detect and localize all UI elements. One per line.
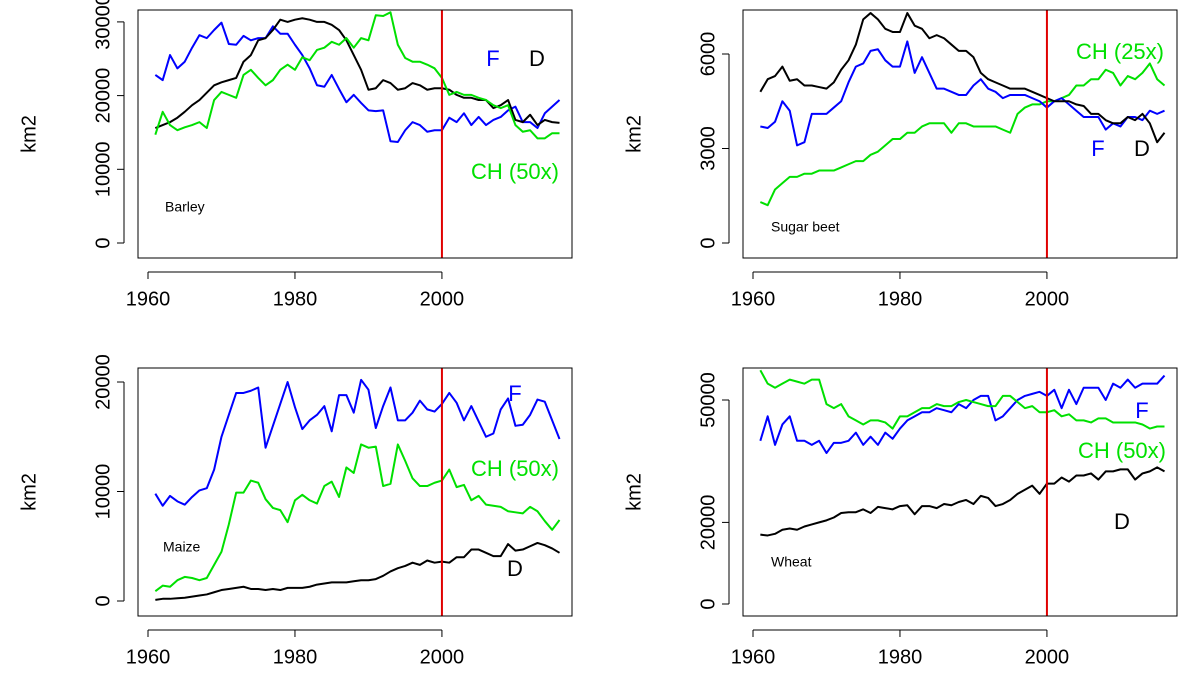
x-tick-label: 2000 — [420, 646, 465, 668]
series-line — [154, 21, 561, 144]
series-label: CH (50x) — [1078, 438, 1166, 463]
y-tick-label: 0 — [697, 237, 719, 248]
panel — [117, 367, 573, 637]
x-tick-label: 1980 — [273, 288, 318, 310]
series-label: CH (50x) — [471, 159, 559, 184]
y-tick-label: 6000 — [697, 32, 719, 76]
series-label: F — [486, 46, 499, 71]
x-tick-label: 1980 — [878, 288, 923, 310]
plot-box — [742, 9, 1178, 259]
y-tick-label: 10000 — [92, 464, 114, 520]
y-axis-title: km2 — [18, 115, 40, 153]
series-label: CH (50x) — [471, 456, 559, 481]
y-tick-label: 30000 — [92, 0, 114, 50]
panel-label: Maize — [163, 539, 201, 555]
x-tick-label: 1960 — [126, 646, 171, 668]
x-tick-label: 1980 — [273, 646, 318, 668]
y-tick-label: 3000 — [697, 126, 719, 171]
x-tick-label: 1960 — [731, 288, 776, 310]
series-label: D — [1134, 136, 1150, 161]
x-tick-label: 2000 — [420, 288, 465, 310]
panel — [117, 9, 573, 279]
x-tick-label: 2000 — [1025, 646, 1070, 668]
y-tick-label: 20000 — [92, 354, 114, 410]
plot-box — [137, 367, 573, 617]
x-tick-label: 1960 — [731, 646, 776, 668]
panel — [722, 367, 1178, 637]
x-tick-label: 1980 — [878, 646, 923, 668]
panel-label: Sugar beet — [771, 219, 840, 235]
panel-label: Barley — [165, 199, 205, 215]
y-tick-label: 20000 — [92, 68, 114, 124]
y-tick-label: 50000 — [697, 372, 719, 428]
series-line — [759, 374, 1166, 455]
y-tick-label: 10000 — [92, 141, 114, 197]
x-tick-label: 1960 — [126, 288, 171, 310]
plot-area — [154, 11, 561, 144]
series-line — [155, 541, 561, 601]
series-line — [760, 466, 1165, 537]
plot-box — [742, 367, 1178, 617]
plot-area — [154, 378, 561, 601]
y-axis-title: km2 — [18, 473, 40, 511]
plot-area — [759, 369, 1166, 537]
series-line — [760, 40, 1165, 147]
series-label: D — [1114, 509, 1130, 534]
series-line — [154, 378, 561, 507]
series-label: CH (25x) — [1076, 39, 1164, 64]
y-tick-label: 0 — [697, 598, 719, 609]
y-tick-label: 0 — [92, 595, 114, 606]
series-line — [154, 443, 561, 592]
plot-box — [137, 9, 573, 259]
series-label: F — [1135, 398, 1148, 423]
series-label: F — [508, 381, 521, 406]
y-tick-label: 20000 — [697, 495, 719, 551]
series-line — [759, 62, 1166, 207]
series-label: D — [529, 46, 545, 71]
panel — [722, 9, 1178, 279]
series-line — [154, 11, 560, 140]
y-axis-title: km2 — [623, 115, 645, 153]
x-tick-label: 2000 — [1025, 288, 1070, 310]
series-label: F — [1091, 136, 1104, 161]
panel-label: Wheat — [771, 554, 812, 570]
y-axis-title: km2 — [623, 473, 645, 511]
y-tick-label: 0 — [92, 237, 114, 248]
series-label: D — [507, 556, 523, 581]
plot-area — [759, 12, 1166, 207]
series-line — [154, 17, 560, 129]
series-line — [759, 369, 1165, 430]
series-line — [759, 12, 1166, 144]
